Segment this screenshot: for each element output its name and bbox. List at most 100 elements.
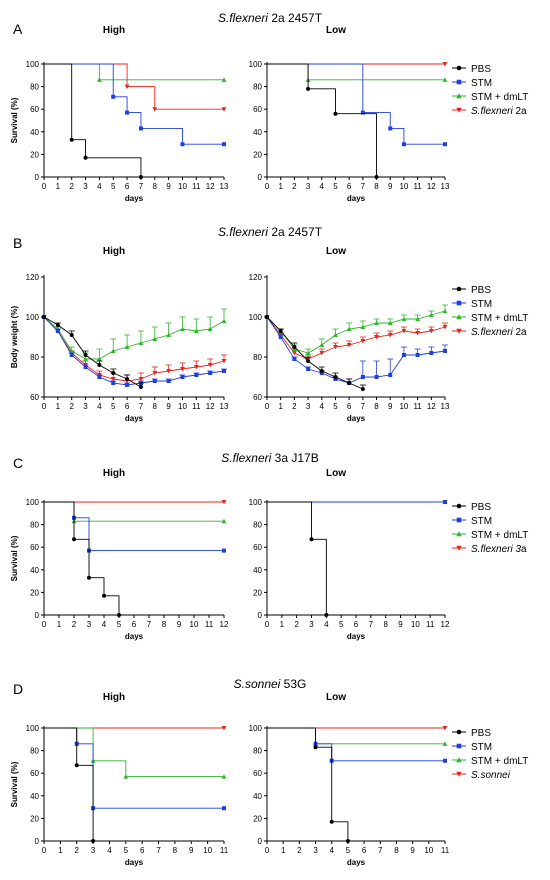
series-stm <box>44 501 226 553</box>
y-tick-label: 60 <box>253 105 262 114</box>
x-tick-label: 7 <box>378 846 383 855</box>
marker-stm <box>292 357 297 361</box>
legend-label: STM <box>471 516 492 527</box>
series-pbs <box>265 315 366 391</box>
panel-letter: C <box>13 455 23 471</box>
x-tick-label: 4 <box>102 620 107 629</box>
legend-label: STM + dmLT <box>471 756 528 767</box>
marker-pbs <box>456 729 462 735</box>
y-tick-label: 40 <box>253 128 262 137</box>
y-tick-label: 20 <box>30 150 39 159</box>
marker-pbs <box>306 86 311 91</box>
marker-stm-dmlt <box>456 531 462 537</box>
y-tick-label: 20 <box>253 150 262 159</box>
x-tick-label: 10 <box>399 182 408 191</box>
legend-label: S.sonnei <box>471 770 511 781</box>
series-stm-dmlt-line <box>267 63 445 81</box>
marker-stm <box>443 142 447 147</box>
x-tick-label: 1 <box>57 620 62 629</box>
marker-stm <box>401 142 406 147</box>
marker-shigella <box>360 339 366 344</box>
marker-shigella <box>138 377 144 382</box>
y-tick-label: 60 <box>253 769 262 778</box>
marker-shigella <box>221 726 227 731</box>
marker-stm-dmlt <box>166 332 172 337</box>
y-tick-label: 0 <box>258 611 263 620</box>
strain-name: S.flexneri <box>221 451 271 465</box>
marker-stm-dmlt <box>221 518 227 524</box>
series-stm-dmlt <box>264 304 448 355</box>
x-tick-label: 4 <box>320 182 325 191</box>
legend-label: PBS <box>471 64 491 75</box>
series-stm-dmlt <box>267 727 448 746</box>
y-tick-label: 80 <box>30 83 39 92</box>
x-tick-label: 9 <box>166 182 171 191</box>
subplot-title: Low <box>326 468 346 479</box>
x-tick-label: 13 <box>441 402 450 411</box>
x-tick-label: 4 <box>97 402 102 411</box>
y-tick-label: 100 <box>249 60 263 69</box>
series-stm-dmlt <box>44 727 227 779</box>
marker-stm-dmlt <box>456 93 462 99</box>
x-tick-label: 4 <box>330 846 335 855</box>
x-tick-label: 6 <box>140 846 145 855</box>
x-tick-label: 7 <box>369 620 374 629</box>
x-tick-label: 8 <box>153 182 158 191</box>
series-pbs <box>44 63 143 179</box>
x-tick-label: 11 <box>413 402 422 411</box>
y-tick-label: 100 <box>249 313 263 322</box>
subplot-title: High <box>103 468 125 479</box>
marker-stm-dmlt <box>221 774 227 779</box>
marker-pbs <box>111 371 116 375</box>
marker-pbs <box>87 575 91 580</box>
legend-label: S.flexneri 3a <box>471 544 527 555</box>
marker-stm-dmlt <box>207 326 213 331</box>
marker-stm <box>415 353 420 357</box>
x-tick-label: 2 <box>292 182 297 191</box>
marker-shigella <box>456 771 462 777</box>
marker-shigella <box>346 343 352 348</box>
subplot-high: High 0 20 40 60 80 100 0 1 2 3 4 5 6 7 8 9 10 11 days Surviv… <box>10 692 229 867</box>
y-tick-label: 80 <box>253 521 262 530</box>
series-pbs-line <box>267 727 349 841</box>
legend-label: STM <box>471 299 492 310</box>
marker-shigella <box>221 500 227 505</box>
y-tick-label: 0 <box>35 837 40 846</box>
x-tick-label: 3 <box>313 846 318 855</box>
legend-label: STM + dmLT <box>471 530 528 541</box>
x-tick-label: 4 <box>97 182 102 191</box>
marker-stm <box>111 94 116 99</box>
panel-letter: A <box>13 21 23 37</box>
marker-stm <box>456 743 462 749</box>
strain-id: 53G <box>280 677 306 691</box>
series-stm-dmlt-line <box>44 63 224 81</box>
marker-stm-dmlt <box>319 342 325 347</box>
y-tick-label: 40 <box>253 792 262 801</box>
marker-stm <box>456 517 462 523</box>
x-tick-label: 10 <box>178 402 187 411</box>
marker-pbs <box>360 387 365 391</box>
marker-stm <box>83 365 88 369</box>
marker-shigella <box>456 107 462 113</box>
y-tick-label: 100 <box>26 724 40 733</box>
y-tick-label: 20 <box>30 814 39 823</box>
marker-pbs <box>265 315 269 319</box>
strain-id: 2a 2457T <box>268 225 323 239</box>
strain-id: 2a 2457T <box>268 11 323 25</box>
marker-shigella <box>374 335 379 340</box>
series-stm-line <box>267 63 445 145</box>
y-tick-label: 60 <box>253 393 262 402</box>
marker-shigella <box>166 369 172 374</box>
x-tick-label: 5 <box>124 846 129 855</box>
marker-stm <box>360 110 365 115</box>
x-tick-label: 6 <box>132 620 137 629</box>
x-tick-label: 1 <box>278 402 283 411</box>
x-tick-label: 6 <box>125 402 130 411</box>
marker-pbs <box>74 763 79 768</box>
marker-stm-dmlt <box>442 308 448 313</box>
series-pbs <box>44 727 96 843</box>
marker-shigella <box>442 726 448 731</box>
marker-pbs <box>319 369 324 373</box>
x-tick-label: 7 <box>156 846 161 855</box>
